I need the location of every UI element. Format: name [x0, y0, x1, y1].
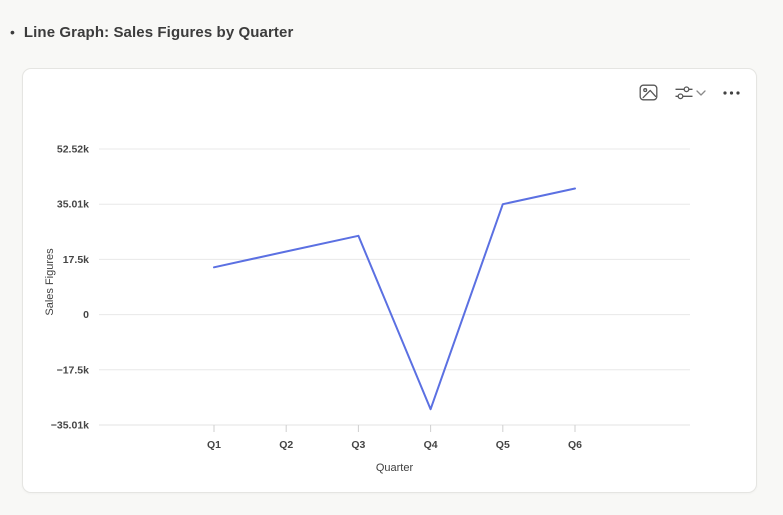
chevron-down-icon	[696, 89, 706, 96]
x-tick-label: Q1	[207, 439, 221, 451]
export-image-button[interactable]	[637, 82, 660, 103]
x-tick-label: Q4	[424, 439, 438, 451]
x-tick-label: Q2	[279, 439, 293, 451]
y-axis-name: Sales Figures	[44, 248, 56, 316]
page-title: Line Graph: Sales Figures by Quarter	[23, 24, 294, 41]
x-tick-label: Q3	[351, 439, 365, 451]
ellipsis-icon	[723, 90, 740, 95]
x-axis-name: Quarter	[376, 462, 414, 474]
chart-card: 52.52k 35.01k 17.5k 0 −17.5k −35.01k Q1 Q2 Q3 Q4 Q…	[22, 68, 757, 493]
list-bullet: •	[10, 23, 15, 40]
image-icon	[639, 84, 658, 101]
y-tick-label: 0	[83, 309, 89, 321]
series-line	[213, 187, 576, 411]
y-tick-label: −35.01k	[51, 420, 89, 432]
y-tick-label: 52.52k	[57, 144, 89, 156]
more-options-button[interactable]	[721, 89, 742, 97]
page-title-row: • Line Graph: Sales Figures by Quarter	[10, 24, 293, 41]
line-chart: 52.52k 35.01k 17.5k 0 −17.5k −35.01k Q1 Q2 Q3 Q4 Q…	[44, 144, 690, 474]
x-tick-label: Q5	[496, 439, 510, 451]
chart-toolbar	[637, 82, 742, 103]
y-tick-label: 17.5k	[63, 254, 89, 266]
sliders-icon	[675, 85, 693, 101]
y-tick-label: 35.01k	[57, 199, 89, 211]
y-tick-label: −17.5k	[57, 364, 90, 376]
chart-settings-dropdown[interactable]	[673, 83, 708, 103]
x-tick-label: Q6	[568, 439, 582, 451]
